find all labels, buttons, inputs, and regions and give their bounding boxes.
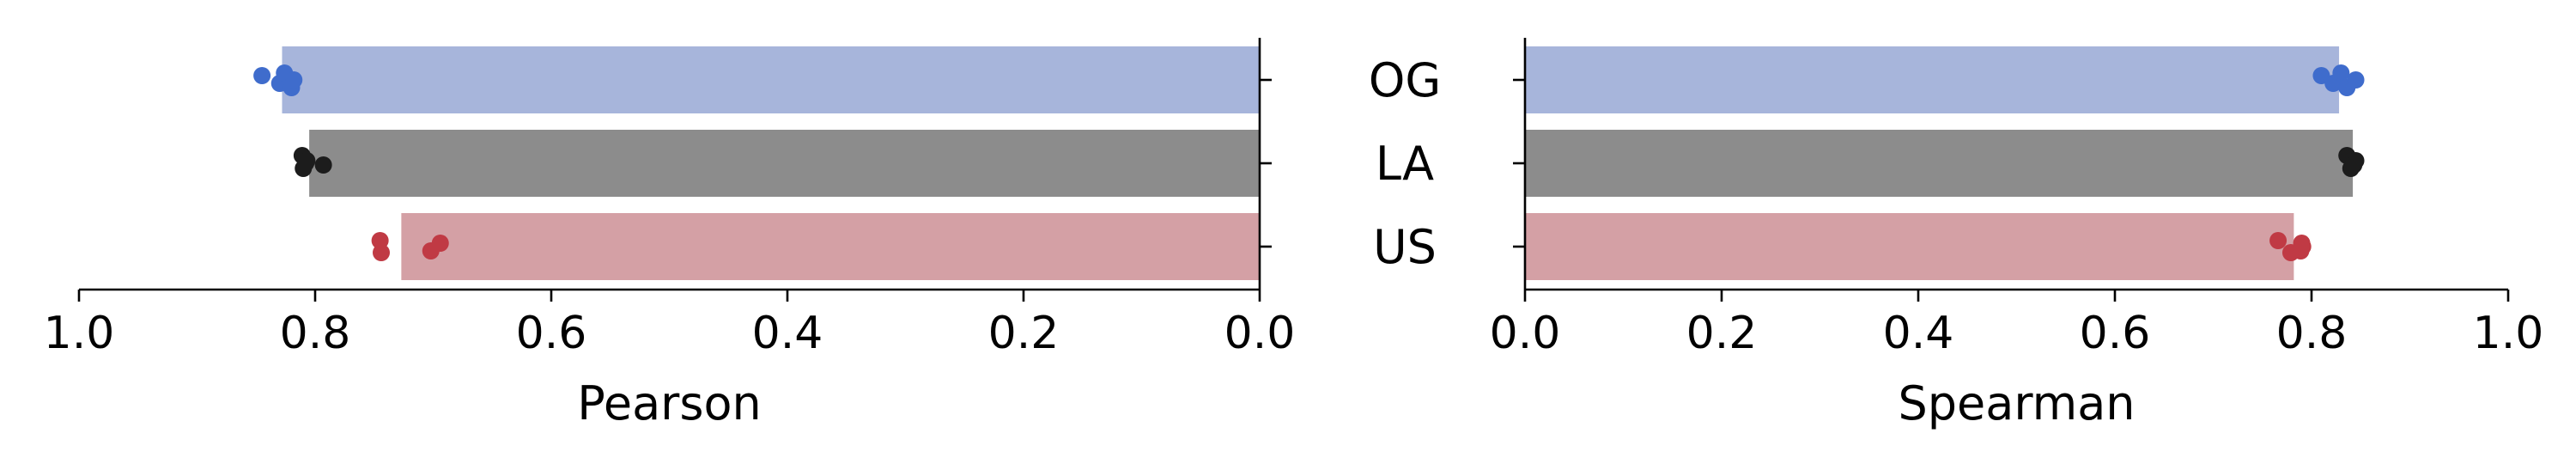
category-label-us: US (1373, 220, 1437, 274)
point-og (253, 67, 271, 84)
x-axis-label: Spearman (1898, 376, 2135, 430)
x-tick-label: 0.8 (280, 308, 351, 359)
x-tick-label: 0.0 (1224, 308, 1296, 359)
x-tick-label: 0.6 (516, 308, 587, 359)
x-tick-label: 0.4 (752, 308, 823, 359)
point-us (2293, 238, 2312, 255)
point-og (2347, 71, 2365, 89)
point-us (373, 244, 390, 261)
bar-og (1525, 46, 2340, 113)
bar-la (1525, 130, 2354, 197)
point-la (314, 156, 332, 174)
x-tick-label: 0.8 (2276, 308, 2348, 359)
spearman-panel: 0.0 0.2 0.4 0.6 0.8 1.0 Spearman (1490, 38, 2544, 430)
x-tick-label: 0.2 (988, 308, 1060, 359)
x-tick-label: 1.0 (2473, 308, 2544, 359)
x-tick-label: 0.2 (1686, 308, 1758, 359)
x-axis-label: Pearson (577, 376, 762, 430)
point-la (2345, 156, 2363, 174)
category-label-og: OG (1369, 53, 1441, 107)
point-us (431, 235, 449, 252)
point-og (285, 71, 303, 89)
bar-us (401, 213, 1260, 280)
bar-la (309, 130, 1260, 197)
x-tick-label: 0.4 (1883, 308, 1954, 359)
pearson-panel: 1.0 0.8 0.6 0.4 0.2 0.0 Pearson (44, 38, 1296, 430)
point-la (298, 152, 316, 169)
point-og (2332, 64, 2350, 82)
category-labels: OG LA US (1369, 53, 1441, 274)
x-tick-label: 1.0 (44, 308, 115, 359)
category-label-la: LA (1376, 137, 1434, 191)
bar-us (1525, 213, 2294, 280)
point-us (2269, 232, 2287, 249)
x-tick-label: 0.6 (2080, 308, 2151, 359)
x-tick-label: 0.0 (1490, 308, 1561, 359)
bar-og (282, 46, 1260, 113)
